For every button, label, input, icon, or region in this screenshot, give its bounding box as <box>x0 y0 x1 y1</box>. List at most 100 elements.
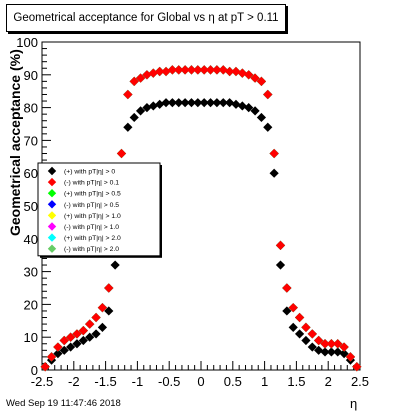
data-point <box>288 322 298 332</box>
legend-entry: (+) with pT|η| > 0.5 <box>64 191 121 198</box>
data-point <box>320 339 330 349</box>
legend-entry: (-) with pT|η| > 0.1 <box>64 180 119 187</box>
data-point <box>269 148 279 159</box>
timestamp-footer: Wed Sep 19 11:47:46 2018 <box>6 398 121 409</box>
data-point <box>205 98 216 108</box>
data-point <box>104 283 114 293</box>
data-point <box>231 66 241 77</box>
data-point <box>314 345 324 355</box>
data-point <box>85 319 95 329</box>
data-point <box>91 329 101 339</box>
x-tick-label: -0.5 <box>158 374 180 389</box>
legend-box <box>37 162 161 257</box>
data-point <box>59 345 69 355</box>
data-point <box>97 303 108 313</box>
data-point <box>250 106 260 116</box>
data-point <box>244 70 254 80</box>
data-point <box>193 98 203 108</box>
data-point <box>53 349 63 359</box>
data-point <box>193 65 203 75</box>
y-axis-label: Geometrical acceptance (%) <box>7 49 23 236</box>
legend-marker <box>47 189 57 198</box>
data-point <box>186 98 197 108</box>
data-point <box>59 335 69 346</box>
data-point <box>326 339 336 349</box>
x-tick-label: 1 <box>261 374 268 389</box>
data-point <box>167 98 177 108</box>
data-point <box>225 98 235 108</box>
series-1 <box>40 65 362 372</box>
legend-entry: (-) with pT|η| > 0.5 <box>64 202 119 209</box>
data-point <box>110 260 120 270</box>
data-point <box>333 339 343 349</box>
data-point <box>263 122 273 132</box>
y-tick-label: 40 <box>24 232 38 247</box>
legend-marker <box>47 233 57 242</box>
data-point <box>333 347 343 357</box>
data-point <box>231 99 241 109</box>
data-point <box>282 283 292 293</box>
data-point <box>307 329 317 339</box>
data-point <box>148 68 158 78</box>
x-tick-label: -2 <box>68 374 80 389</box>
y-tick-label: 80 <box>24 101 38 116</box>
data-point <box>339 349 349 359</box>
data-point <box>97 322 108 332</box>
data-point <box>307 342 317 352</box>
legend-entry: (+) with pT|η| > 1.0 <box>64 213 121 220</box>
data-point <box>91 312 101 323</box>
data-point <box>186 65 197 75</box>
data-point <box>167 65 177 75</box>
data-point <box>135 106 146 116</box>
legend-marker <box>47 177 57 187</box>
data-point <box>155 66 165 77</box>
legend: (+) with pT|η| > 0 (-) with pT|η| > 0.1 (+… <box>37 162 162 258</box>
data-point <box>180 65 190 75</box>
data-point <box>123 122 133 132</box>
data-point <box>218 65 228 75</box>
legend-marker <box>47 200 57 209</box>
x-axis-label: η <box>350 396 358 411</box>
data-point <box>275 260 286 270</box>
data-point <box>294 329 305 339</box>
data-point <box>72 329 82 339</box>
data-point <box>244 103 254 113</box>
x-tick-label: 0 <box>197 374 204 389</box>
data-point <box>116 148 127 159</box>
data-point <box>218 98 228 108</box>
data-point <box>129 112 139 123</box>
data-point <box>250 73 260 83</box>
data-point <box>46 352 57 362</box>
y-tick-label: 100 <box>16 35 38 50</box>
data-point <box>256 112 267 123</box>
data-point <box>66 342 76 352</box>
data-point <box>148 101 158 111</box>
data-point <box>104 306 114 316</box>
data-point <box>205 65 216 75</box>
data-point <box>135 73 146 83</box>
y-tick-label: 30 <box>24 265 38 280</box>
data-point <box>161 98 171 108</box>
data-point <box>294 312 305 323</box>
data-point <box>269 168 279 178</box>
data-point <box>320 347 330 357</box>
y-tick-label: 60 <box>24 166 38 181</box>
data-point <box>199 98 209 108</box>
data-point <box>53 342 63 352</box>
data-point <box>174 98 184 108</box>
y-tick-label: 50 <box>24 199 38 214</box>
legend-marker <box>47 244 57 253</box>
x-tick-label: 2 <box>325 374 332 389</box>
x-tick-label: -2.5 <box>31 374 53 389</box>
legend-entry: (-) with pT|η| > 2.0 <box>64 246 119 253</box>
data-point <box>225 66 235 77</box>
legend-entry: (-) with pT|η| > 1.0 <box>64 224 119 231</box>
data-point <box>66 332 76 342</box>
data-point <box>85 332 95 342</box>
data-point <box>263 89 273 100</box>
data-point <box>275 240 286 250</box>
x-tick-label: 1.5 <box>287 374 305 389</box>
legend-marker <box>47 222 57 231</box>
data-point <box>72 339 82 349</box>
data-point <box>256 76 267 86</box>
